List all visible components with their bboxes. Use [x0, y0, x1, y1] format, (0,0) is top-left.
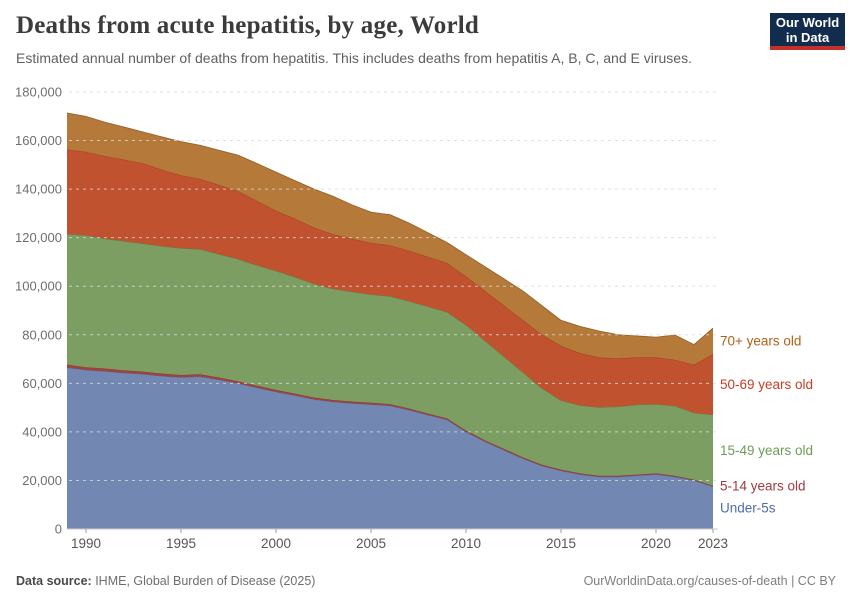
y-axis-label: 80,000	[22, 327, 62, 342]
x-axis-label: 2015	[546, 536, 576, 551]
chart-footer: Data source: IHME, Global Burden of Dise…	[16, 574, 836, 588]
x-axis-label: 1990	[71, 536, 101, 551]
area-series-under-5s[interactable]	[67, 367, 713, 529]
page-title: Deaths from acute hepatitis, by age, Wor…	[16, 12, 480, 39]
y-axis-label: 20,000	[22, 473, 62, 488]
x-axis-label: 2000	[261, 536, 291, 551]
legend-label-5-14[interactable]: 5-14 years old	[720, 479, 806, 494]
footer-link[interactable]: OurWorldinData.org/causes-of-death | CC …	[583, 574, 836, 588]
y-axis-label: 40,000	[22, 424, 62, 439]
x-axis-label: 2010	[451, 536, 481, 551]
y-axis-label: 160,000	[15, 133, 62, 148]
owid-logo-line1: Our World	[775, 14, 840, 30]
area-top-line-under-5s	[66, 367, 714, 487]
area-series-70-plus[interactable]	[67, 113, 713, 365]
x-axis-label: 2020	[641, 536, 671, 551]
legend-label-15-49[interactable]: 15-49 years old	[720, 443, 813, 458]
y-axis-label: 120,000	[15, 230, 62, 245]
x-axis-label: 1995	[166, 536, 196, 551]
page-subtitle: Estimated annual number of deaths from h…	[16, 50, 692, 66]
owid-logo-line2: in Data	[785, 29, 830, 45]
footer-source-label: Data source:	[16, 574, 92, 588]
y-axis-label: 0	[55, 522, 62, 537]
x-axis-label: 2005	[356, 536, 386, 551]
y-axis-label: 60,000	[22, 376, 62, 391]
legend-label-70-plus[interactable]: 70+ years old	[720, 334, 801, 349]
y-axis-label: 140,000	[15, 182, 62, 197]
legend-label-50-69[interactable]: 50-69 years old	[720, 377, 813, 392]
legend-label-under-5s[interactable]: Under-5s	[720, 500, 776, 515]
footer-source-text: IHME, Global Burden of Disease (2025)	[91, 574, 316, 588]
x-axis-label: 2023	[698, 536, 728, 551]
y-axis-label: 180,000	[15, 85, 62, 100]
y-axis-label: 100,000	[15, 279, 62, 294]
area-series-15-49[interactable]	[67, 234, 713, 486]
area-series-50-69[interactable]	[67, 149, 713, 415]
footer-source: Data source: IHME, Global Burden of Dise…	[16, 574, 315, 588]
owid-logo[interactable]: Our World in Data	[770, 13, 845, 50]
